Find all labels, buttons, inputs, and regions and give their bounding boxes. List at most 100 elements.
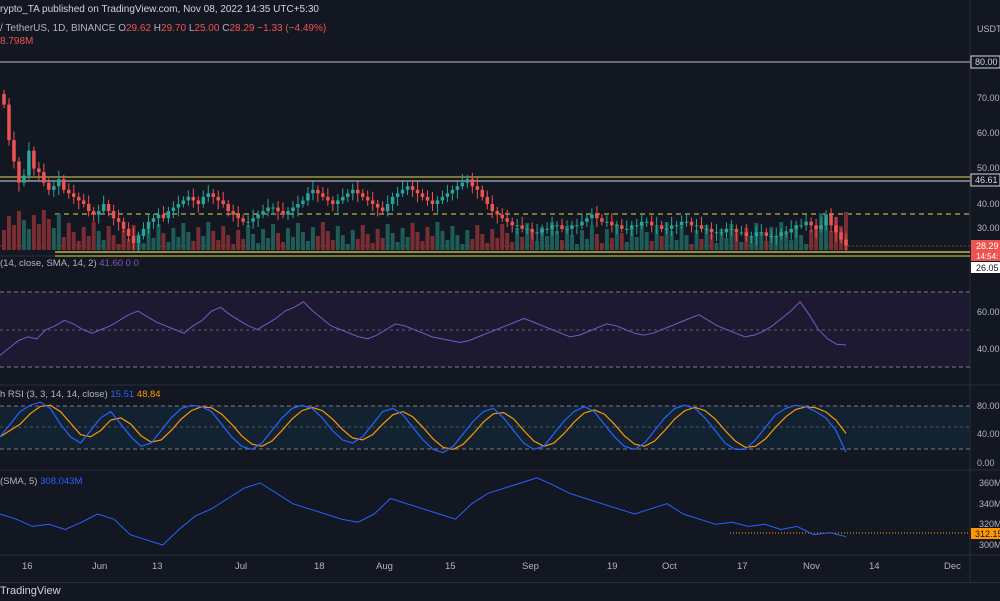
- volume-bar: [480, 234, 485, 250]
- stoch-k-line: [0, 401, 847, 454]
- candle-body: [425, 196, 430, 201]
- candle-body: [809, 221, 813, 226]
- high-value: 29.70: [161, 23, 187, 34]
- volume-bar: [310, 227, 315, 250]
- candle-body: [316, 189, 320, 194]
- candle-body: [744, 232, 749, 236]
- volume-bar: [231, 244, 236, 250]
- candles[interactable]: [2, 89, 848, 252]
- volume-bar: [156, 224, 161, 250]
- volume-bar: [440, 231, 445, 250]
- candle-body: [824, 214, 828, 226]
- tradingview-brand[interactable]: TradingView: [0, 585, 61, 597]
- volume-bar: [475, 225, 480, 250]
- candle-body: [380, 207, 385, 212]
- volume-bar: [226, 235, 231, 250]
- candle-body: [430, 200, 435, 204]
- volume-bar: [400, 228, 405, 250]
- volume-bar: [659, 236, 664, 250]
- candle-body: [704, 228, 709, 230]
- tag-last: 28.29: [976, 241, 999, 251]
- candle-body: [764, 232, 769, 236]
- symbol-legend[interactable]: / TetherUS, 1D, BINANCE O29.62 H29.70 L2…: [0, 23, 326, 34]
- stoch-tick: 40.00: [977, 429, 1000, 439]
- stoch-axis[interactable]: 80.00 40.00 0.00: [977, 401, 1000, 468]
- candle-body: [784, 232, 788, 234]
- candle-body: [400, 189, 405, 194]
- volume-bar: [206, 222, 211, 250]
- volume-bar: [186, 232, 191, 250]
- rsi-axis[interactable]: 60.00 40.00: [977, 307, 1000, 354]
- candle-body: [525, 228, 529, 230]
- volume-bar: [734, 233, 739, 250]
- candle-body: [460, 182, 465, 187]
- candle-body: [630, 225, 634, 229]
- candle-body: [261, 211, 265, 215]
- volume-bar: [410, 223, 415, 250]
- vol-tick: 300M: [979, 540, 1000, 550]
- volume-bar: [515, 228, 520, 250]
- volume-bar: [340, 235, 345, 250]
- volume-bar: [261, 229, 266, 250]
- candle-body: [365, 196, 370, 201]
- volume-bar: [804, 244, 809, 250]
- candle-body: [814, 225, 818, 229]
- price-axis[interactable]: 70.00 60.00 50.00 40.00 30.00: [977, 93, 1000, 233]
- rsi-legend[interactable]: (14, close, SMA, 14, 2) 41.60 0 0: [0, 258, 139, 269]
- candle-body: [151, 218, 156, 222]
- candle-body: [336, 200, 340, 204]
- main-pane[interactable]: [0, 0, 1000, 255]
- candle-body: [560, 225, 564, 229]
- tag-last-bg: [971, 240, 1000, 261]
- candle-body: [22, 175, 26, 183]
- volume-bar: [285, 228, 290, 250]
- candle-body: [679, 221, 684, 226]
- candle-body: [819, 225, 823, 229]
- volume-bar: [11, 225, 16, 250]
- candle-body: [485, 196, 490, 204]
- volume-bar: [330, 240, 335, 250]
- volume-bar: [380, 238, 385, 250]
- volume-bar: [91, 222, 96, 250]
- volume-bar: [96, 231, 101, 250]
- time-tick: 16: [22, 561, 33, 572]
- candle-body: [649, 221, 654, 226]
- volume-bar: [236, 230, 241, 250]
- stoch-legend[interactable]: h RSI (3, 3, 14, 14, close) 15.51 48.84: [0, 389, 161, 400]
- vol-tick: 320M: [979, 519, 1000, 529]
- volume-bar: [809, 230, 814, 250]
- volume-bar: [16, 211, 21, 250]
- candle-body: [106, 204, 111, 212]
- candle-body: [729, 228, 734, 230]
- volume-bar: [161, 233, 166, 250]
- candle-body: [206, 193, 211, 197]
- vol-axis[interactable]: 360M 340M 320M 300M: [979, 478, 1000, 550]
- candle-body: [739, 232, 744, 234]
- candle-body: [545, 228, 549, 230]
- candle-body: [799, 225, 803, 227]
- volume-bar: [664, 222, 669, 250]
- rsi-values: 41.60 0 0: [99, 258, 139, 269]
- volume-bar: [844, 212, 848, 250]
- candle-body: [27, 150, 31, 176]
- candle-body: [226, 204, 230, 212]
- candle-body: [12, 140, 16, 162]
- stoch-tick: 80.00: [977, 401, 1000, 411]
- volume-bar: [176, 237, 181, 250]
- time-axis[interactable]: 16 Jun 13 Jul 18 Aug 15 Sep 19 Oct 17 No…: [22, 561, 961, 572]
- candle-body: [844, 239, 848, 246]
- volume-bar: [141, 243, 146, 250]
- volume-bar: [465, 230, 470, 250]
- price-tick: 30.00: [977, 223, 1000, 233]
- candle-body: [520, 225, 524, 229]
- volume-bar: [555, 231, 560, 250]
- vol-sma-legend[interactable]: (SMA, 5) 308.043M: [0, 476, 82, 487]
- candle-body: [505, 218, 509, 222]
- volume-bar: [584, 239, 589, 250]
- candle-body: [186, 196, 191, 201]
- volume-bar: [829, 231, 834, 250]
- volume-bar: [679, 226, 684, 250]
- candle-body: [674, 225, 679, 227]
- volume-bar: [375, 229, 380, 250]
